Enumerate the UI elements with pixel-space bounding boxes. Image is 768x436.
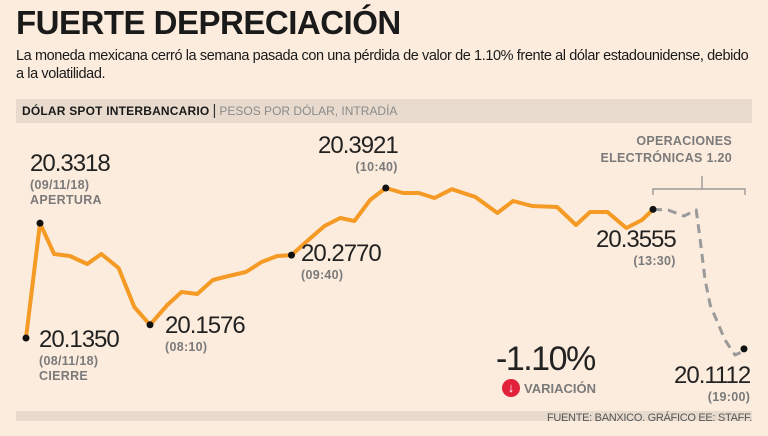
- data-point-marker: [22, 334, 30, 342]
- label-0810: 20.1576 (08:10): [165, 312, 246, 355]
- series-line-electronic: [652, 207, 743, 357]
- cierre-value: 20.1350: [39, 326, 120, 353]
- spot-close-time: (13:30): [633, 254, 676, 268]
- annotation-line1: OPERACIONES: [636, 134, 732, 148]
- cierre-caption: CIERRE: [39, 369, 89, 383]
- data-point-marker: [36, 219, 44, 227]
- electronic-ops-bracket: [652, 176, 746, 195]
- data-point-marker: [146, 321, 154, 329]
- page-title: FUERTE DEPRECIACIÓN: [16, 4, 401, 41]
- variation-caption: ↓ VARIACIÓN: [502, 379, 596, 397]
- data-point-marker: [287, 251, 295, 259]
- final-time: (19:00): [707, 390, 751, 404]
- data-point-marker: [382, 184, 390, 192]
- chart-header-band: DÓLAR SPOT INTERBANCARIO | PESOS POR DÓLAR…: [16, 99, 752, 123]
- mid-time: (09:40): [301, 268, 344, 282]
- apertura-caption: APERTURA: [30, 193, 102, 207]
- chart-title: DÓLAR SPOT INTERBANCARIO: [22, 104, 210, 118]
- footer-band: [16, 411, 752, 421]
- min-value: 20.1576: [165, 312, 246, 339]
- arrow-down-circle-icon: ↓: [502, 379, 520, 397]
- source-text: FUENTE: BANXICO. GRÁFICO EE: STAFF.: [546, 412, 752, 424]
- mid-value: 20.2770: [301, 240, 382, 267]
- variation-label: VARIACIÓN: [524, 380, 596, 396]
- label-apertura: 20.3318 (09/11/18) APERTURA: [30, 150, 111, 208]
- label-1040: 20.3921 (10:40): [318, 132, 399, 175]
- label-1330: 20.3555 (13:30): [596, 226, 677, 269]
- max-time: (10:40): [355, 160, 398, 174]
- label-1900: 20.1112 (19:00): [674, 362, 751, 405]
- final-value: 20.1112: [674, 362, 751, 389]
- variation-value: -1.10%: [496, 340, 596, 378]
- separator: |: [212, 102, 217, 119]
- min-time: (08:10): [165, 340, 208, 354]
- label-0940: 20.2770 (09:40): [301, 240, 382, 283]
- variation-block: -1.10% ↓ VARIACIÓN: [496, 340, 596, 397]
- subtitle: La moneda mexicana cerró la semana pasad…: [16, 48, 749, 82]
- max-value: 20.3921: [318, 132, 399, 159]
- annotation-line2: ELECTRÓNICAS 1.20: [600, 151, 732, 165]
- apertura-date: (09/11/18): [30, 178, 90, 192]
- data-point-marker: [649, 205, 657, 213]
- label-cierre: 20.1350 (08/11/18) CIERRE: [39, 326, 120, 384]
- cierre-date: (08/11/18): [39, 354, 99, 368]
- apertura-value: 20.3318: [30, 150, 111, 177]
- electronic-ops-annotation: OPERACIONES ELECTRÓNICAS 1.20: [594, 133, 732, 167]
- series-line-spot: [24, 186, 655, 339]
- chart-unit: PESOS POR DÓLAR, INTRADÍA: [219, 104, 398, 118]
- data-point-marker: [740, 345, 748, 353]
- spot-close-value: 20.3555: [596, 226, 677, 253]
